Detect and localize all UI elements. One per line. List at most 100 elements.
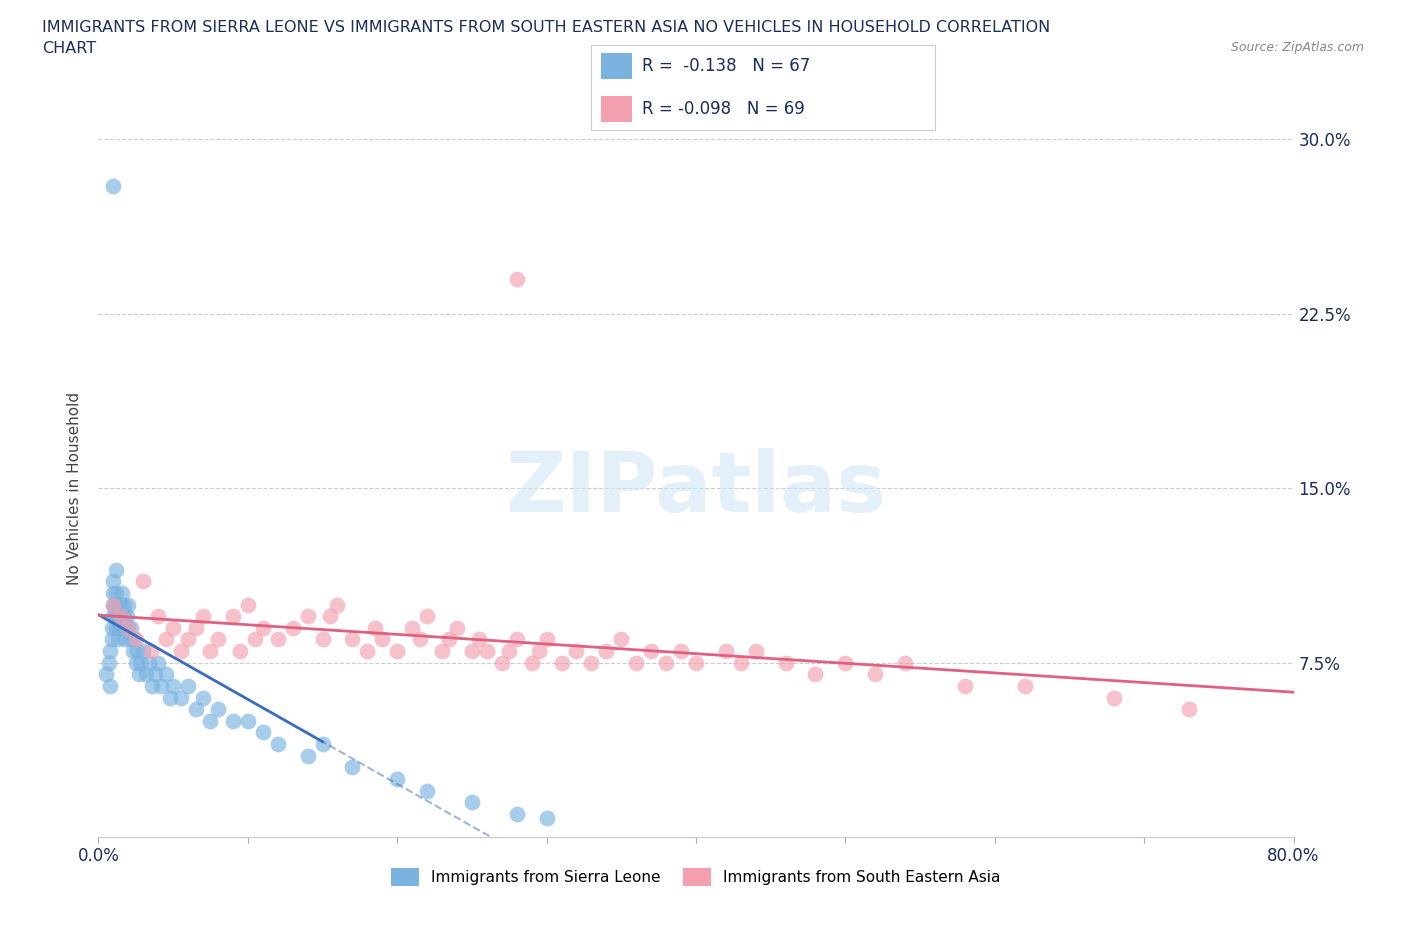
Text: R =  -0.138   N = 67: R = -0.138 N = 67 <box>643 58 810 75</box>
Point <box>117 597 139 612</box>
Point <box>129 656 152 671</box>
Point <box>498 644 520 658</box>
Point <box>953 679 976 694</box>
Point <box>1014 679 1036 694</box>
Point <box>610 632 633 647</box>
Point <box>108 597 131 612</box>
Point <box>191 690 214 705</box>
Point <box>236 713 259 728</box>
Point <box>745 644 768 658</box>
Point <box>669 644 692 658</box>
Point <box>311 737 333 751</box>
Point <box>475 644 498 658</box>
Point <box>125 632 148 647</box>
Point <box>184 702 207 717</box>
Point <box>128 667 150 682</box>
Point <box>159 690 181 705</box>
Point <box>124 632 146 647</box>
Point <box>527 644 550 658</box>
Point <box>132 644 155 658</box>
Point <box>430 644 453 658</box>
Point <box>640 644 662 658</box>
Point <box>125 656 148 671</box>
Point <box>200 713 222 728</box>
Point <box>141 679 163 694</box>
Point <box>356 644 378 658</box>
Point <box>775 656 797 671</box>
Point <box>281 620 304 635</box>
Point <box>267 632 290 647</box>
Point <box>112 609 135 624</box>
Point <box>107 609 129 624</box>
Point <box>446 620 468 635</box>
Y-axis label: No Vehicles in Household: No Vehicles in Household <box>67 392 83 585</box>
Point <box>207 632 229 647</box>
Point <box>101 632 124 647</box>
Point <box>865 667 887 682</box>
Point <box>110 597 132 612</box>
Point <box>520 656 543 671</box>
Bar <box>600 53 631 79</box>
Text: IMMIGRANTS FROM SIERRA LEONE VS IMMIGRANTS FROM SOUTH EASTERN ASIA NO VEHICLES I: IMMIGRANTS FROM SIERRA LEONE VS IMMIGRAN… <box>42 20 1050 35</box>
Point <box>655 656 678 671</box>
Point <box>297 609 319 624</box>
Point <box>177 632 200 647</box>
Point <box>834 656 856 671</box>
Point <box>105 562 128 577</box>
Point <box>222 713 245 728</box>
Point <box>342 760 364 775</box>
Point <box>94 667 117 682</box>
Point <box>112 597 135 612</box>
Point <box>408 632 430 647</box>
Point <box>200 644 222 658</box>
Point <box>326 597 349 612</box>
Point <box>114 632 136 647</box>
Point <box>730 656 752 671</box>
Legend: Immigrants from Sierra Leone, Immigrants from South Eastern Asia: Immigrants from Sierra Leone, Immigrants… <box>385 862 1007 892</box>
Point <box>132 574 155 589</box>
Point <box>114 620 136 635</box>
Point <box>191 609 214 624</box>
Point <box>536 632 558 647</box>
Point <box>297 748 319 763</box>
Point <box>229 644 252 658</box>
Point <box>371 632 394 647</box>
Point <box>626 656 648 671</box>
Point <box>111 586 134 601</box>
Point <box>894 656 917 671</box>
Point <box>162 620 184 635</box>
Point <box>385 772 409 787</box>
Point <box>685 656 707 671</box>
Point <box>364 620 387 635</box>
Point <box>150 679 173 694</box>
Point <box>565 644 588 658</box>
Point <box>506 272 529 286</box>
Point <box>319 609 342 624</box>
Point <box>104 597 127 612</box>
Point <box>103 597 125 612</box>
Point <box>416 609 439 624</box>
Point <box>117 620 139 635</box>
Point <box>491 656 513 671</box>
Point <box>252 725 274 740</box>
Point <box>162 679 184 694</box>
Point <box>236 597 259 612</box>
Point <box>506 632 529 647</box>
Point <box>169 690 191 705</box>
Point <box>468 632 491 647</box>
Point <box>155 667 177 682</box>
Point <box>267 737 290 751</box>
Point <box>385 644 409 658</box>
Point <box>105 586 128 601</box>
Point <box>342 632 364 647</box>
Point <box>461 794 484 809</box>
Text: R = -0.098   N = 69: R = -0.098 N = 69 <box>643 100 806 118</box>
Point <box>461 644 484 658</box>
Point <box>108 620 131 635</box>
Point <box>107 632 129 647</box>
Point <box>103 574 125 589</box>
Point <box>155 632 177 647</box>
Point <box>101 620 124 635</box>
Point <box>103 609 125 624</box>
Point <box>550 656 572 671</box>
